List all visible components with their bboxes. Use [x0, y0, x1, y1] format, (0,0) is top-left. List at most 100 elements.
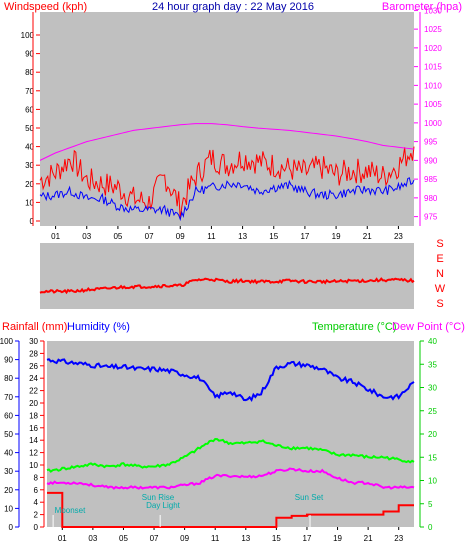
temperature-tick-label: 0 — [428, 523, 433, 532]
temperature-y-ticks: 0 5 10 15 20 25 30 35 40 — [419, 337, 437, 532]
rain-tick-label: 22 — [29, 387, 38, 396]
sunset-label: Sun Set — [295, 493, 324, 502]
sunrise-label: Sun Rise — [142, 493, 175, 502]
rain-tick-label: 30 — [29, 337, 38, 346]
dewpoint-line — [46, 467, 415, 490]
wind-x-ticks: 01 03 05 07 09 11 13 15 17 19 21 23 — [51, 226, 403, 241]
temperature-axis-label: Temperature (°C) — [312, 321, 396, 333]
wind-series — [39, 123, 415, 222]
direction-label: E — [436, 253, 443, 265]
wind-tick-label: 90 — [25, 50, 34, 59]
barometer-tick-label: 975 — [424, 213, 438, 222]
humidity-axis-label: Humidity (%) — [67, 321, 130, 333]
wind-x-tick-label: 11 — [207, 232, 216, 241]
climate-x-tick-label: 17 — [303, 534, 312, 543]
wind-tick-label: 10 — [25, 198, 34, 207]
temperature-tick-label: 40 — [428, 337, 437, 346]
temperature-tick-label: 25 — [428, 407, 437, 416]
climate-x-tick-label: 03 — [88, 534, 97, 543]
wind-tick-label: 70 — [25, 87, 34, 96]
barometer-line — [39, 123, 415, 161]
rain-tick-label: 4 — [34, 498, 39, 507]
direction-label: S — [436, 298, 443, 310]
graph-title: 24 hour graph day : 22 May 2016 — [152, 1, 314, 13]
humidity-tick-label: 70 — [4, 393, 13, 402]
humidity-tick-label: 0 — [9, 523, 14, 532]
wind-x-tick-label: 15 — [269, 232, 278, 241]
rain-tick-label: 14 — [29, 436, 38, 445]
barometer-axis-label: Barometer (hpa) — [382, 1, 462, 13]
wind-x-tick-label: 23 — [394, 232, 403, 241]
rain-tick-label: 8 — [34, 473, 39, 482]
wind-x-tick-label: 09 — [176, 232, 185, 241]
temperature-tick-label: 10 — [428, 477, 437, 486]
daylight-label: Day Light — [146, 501, 181, 510]
climate-x-tick-label: 01 — [58, 534, 67, 543]
rain-tick-label: 24 — [29, 374, 38, 383]
climate-x-ticks: 01 03 05 07 09 11 13 15 17 19 21 23 — [58, 527, 404, 543]
wind-x-tick-label: 07 — [145, 232, 154, 241]
wind-gust-line — [39, 146, 415, 220]
temperature-tick-label: 5 — [428, 500, 433, 509]
moonset-label: Moonset — [55, 506, 86, 515]
humidity-tick-label: 20 — [4, 486, 13, 495]
humidity-tick-label: 90 — [4, 356, 13, 365]
temperature-tick-label: 35 — [428, 360, 437, 369]
humidity-tick-label: 60 — [4, 411, 13, 420]
humidity-tick-label: 30 — [4, 467, 13, 476]
climate-x-tick-label: 15 — [272, 534, 281, 543]
humidity-tick-label: 40 — [4, 449, 13, 458]
wind-tick-label: 60 — [25, 105, 34, 114]
rain-tick-label: 2 — [34, 511, 39, 520]
temperature-line — [46, 437, 415, 473]
rainfall-line — [47, 491, 414, 528]
wind-direction-line — [39, 277, 415, 295]
wind-tick-label: 0 — [30, 217, 35, 226]
barometer-tick-label: 1025 — [424, 25, 442, 34]
temperature-tick-label: 30 — [428, 384, 437, 393]
direction-series — [39, 277, 415, 295]
climate-x-tick-label: 23 — [394, 534, 403, 543]
barometer-tick-label: 995 — [424, 138, 438, 147]
humidity-tick-label: 100 — [0, 337, 14, 346]
wind-tick-label: 40 — [25, 143, 34, 152]
temperature-tick-label: 15 — [428, 453, 437, 462]
rain-tick-label: 16 — [29, 424, 38, 433]
humidity-tick-label: 80 — [4, 374, 13, 383]
humidity-tick-label: 10 — [4, 504, 13, 513]
wind-tick-label: 30 — [25, 161, 34, 170]
climate-x-tick-label: 05 — [119, 534, 128, 543]
wind-x-tick-label: 05 — [113, 232, 122, 241]
wind-tick-label: 80 — [25, 68, 34, 77]
wind-plot-area — [40, 12, 414, 226]
wind-x-tick-label: 01 — [51, 232, 60, 241]
barometer-tick-label: 1005 — [424, 100, 442, 109]
climate-series — [46, 358, 415, 528]
climate-x-tick-label: 21 — [364, 534, 373, 543]
barometer-tick-label: 1015 — [424, 63, 442, 72]
barometer-tick-label: 1020 — [424, 44, 442, 53]
rain-tick-label: 28 — [29, 349, 38, 358]
wind-tick-label: 100 — [21, 31, 35, 40]
humidity-tick-label: 50 — [4, 430, 13, 439]
barometer-tick-label: 980 — [424, 194, 438, 203]
wind-x-tick-label: 21 — [363, 232, 372, 241]
barometer-tick-label: 1010 — [424, 81, 442, 90]
rain-tick-label: 10 — [29, 461, 38, 470]
rain-tick-label: 18 — [29, 411, 38, 420]
wind-x-tick-label: 19 — [332, 232, 341, 241]
temperature-tick-label: 20 — [428, 430, 437, 439]
barometer-tick-label: 985 — [424, 175, 438, 184]
barometer-y-ticks: 975 980 985 990 995 1000 1005 1010 1015 1020 1025 1… — [414, 6, 442, 226]
humidity-y-ticks: 0 10 20 30 40 50 60 70 80 90 100 — [0, 337, 20, 532]
direction-label: W — [435, 283, 446, 295]
barometer-tick-label: 1030 — [424, 6, 442, 15]
wind-tick-label: 50 — [25, 124, 34, 133]
rain-tick-label: 12 — [29, 449, 38, 458]
wind-tick-label: 20 — [25, 180, 34, 189]
rain-tick-label: 0 — [34, 523, 39, 532]
wind-axis-label: Windspeed (kph) — [4, 1, 87, 13]
